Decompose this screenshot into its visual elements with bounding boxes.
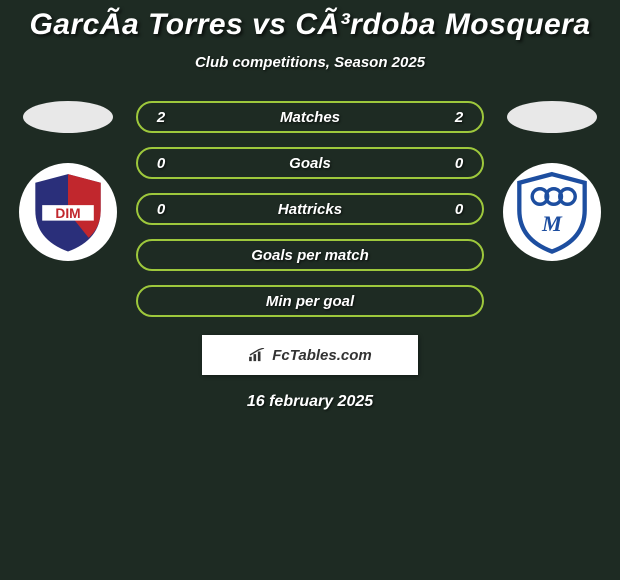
stat-row-gpm: Goals per match: [136, 239, 484, 271]
club-left-crest: DIM: [19, 163, 117, 261]
main-row: DIM 2 Matches 2 0 Goals 0 0 Hattricks 0: [0, 101, 620, 317]
date-text: 16 february 2025: [247, 393, 373, 411]
stat-label: Goals: [289, 155, 331, 172]
stat-row-matches: 2 Matches 2: [136, 101, 484, 133]
brand-box[interactable]: FcTables.com: [202, 335, 418, 375]
stat-label: Hattricks: [278, 201, 342, 218]
svg-text:M: M: [541, 211, 563, 236]
stat-left-value: 0: [152, 155, 170, 172]
stat-right-value: 2: [450, 109, 468, 126]
stat-left-value: 2: [152, 109, 170, 126]
club-right-crest: M: [503, 163, 601, 261]
player-left-column: DIM: [18, 101, 118, 261]
stat-right-value: 0: [450, 201, 468, 218]
comparison-card: GarcÃ­a Torres vs CÃ³rdoba Mosquera Club…: [0, 0, 620, 411]
stat-row-mpg: Min per goal: [136, 285, 484, 317]
stat-label: Min per goal: [266, 293, 354, 310]
chart-icon: [248, 348, 266, 362]
brand-text: FcTables.com: [272, 347, 371, 364]
stat-right-value: 0: [450, 155, 468, 172]
millonarios-crest-icon: M: [509, 169, 595, 255]
page-title: GarcÃ­a Torres vs CÃ³rdoba Mosquera: [29, 8, 590, 42]
player-left-photo: [23, 101, 113, 133]
dim-crest-icon: DIM: [25, 169, 111, 255]
subtitle: Club competitions, Season 2025: [195, 54, 425, 71]
stat-label: Matches: [280, 109, 340, 126]
stat-row-goals: 0 Goals 0: [136, 147, 484, 179]
stat-label: Goals per match: [251, 247, 369, 264]
stat-left-value: 0: [152, 201, 170, 218]
player-right-column: M: [502, 101, 602, 261]
player-right-photo: [507, 101, 597, 133]
svg-text:DIM: DIM: [55, 206, 80, 221]
stats-column: 2 Matches 2 0 Goals 0 0 Hattricks 0 Goal…: [136, 101, 484, 317]
stat-row-hattricks: 0 Hattricks 0: [136, 193, 484, 225]
